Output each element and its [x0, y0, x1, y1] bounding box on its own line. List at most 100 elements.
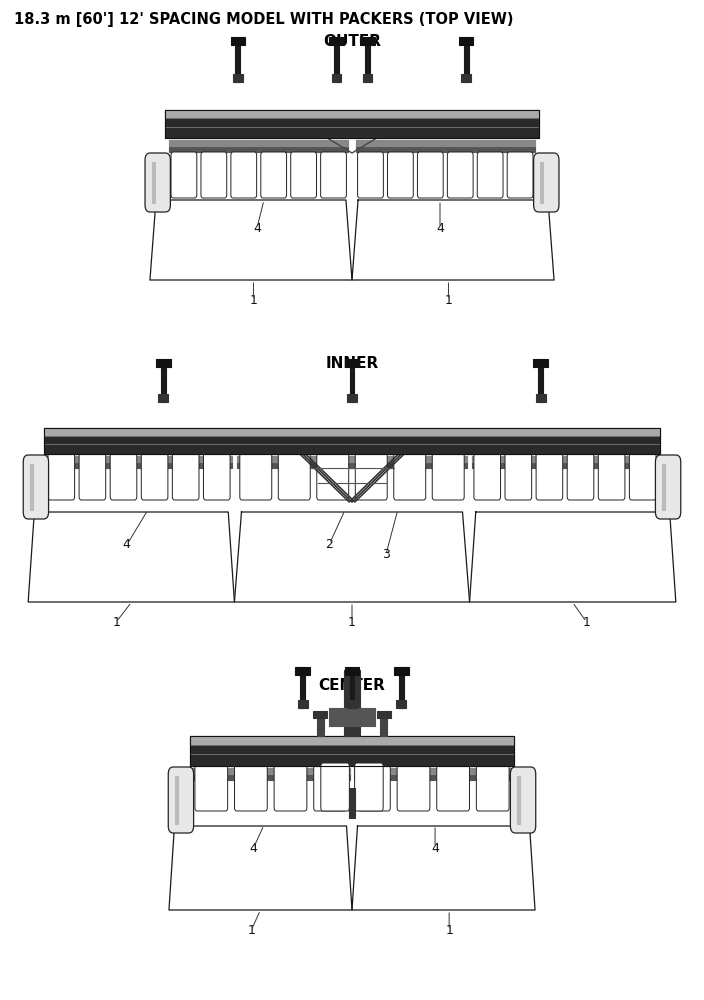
- FancyBboxPatch shape: [387, 152, 413, 198]
- Bar: [540, 162, 543, 203]
- Bar: [396, 700, 406, 708]
- FancyBboxPatch shape: [142, 452, 168, 500]
- Bar: [233, 74, 243, 82]
- Bar: [363, 74, 372, 82]
- Bar: [539, 362, 543, 402]
- Bar: [169, 140, 348, 152]
- FancyBboxPatch shape: [355, 763, 383, 811]
- Bar: [175, 776, 178, 824]
- FancyBboxPatch shape: [111, 452, 137, 500]
- Text: 1: 1: [348, 615, 356, 629]
- FancyBboxPatch shape: [320, 152, 346, 198]
- Bar: [332, 74, 341, 82]
- Bar: [534, 359, 548, 367]
- FancyBboxPatch shape: [536, 452, 562, 500]
- Bar: [354, 768, 512, 780]
- FancyBboxPatch shape: [79, 452, 106, 500]
- Bar: [30, 464, 33, 510]
- Bar: [360, 37, 375, 45]
- Bar: [165, 110, 539, 138]
- Bar: [380, 714, 387, 736]
- FancyBboxPatch shape: [655, 455, 681, 519]
- Bar: [377, 711, 391, 718]
- FancyBboxPatch shape: [231, 152, 257, 198]
- Text: 1: 1: [445, 924, 453, 936]
- Bar: [313, 711, 327, 718]
- Bar: [347, 700, 357, 708]
- FancyBboxPatch shape: [260, 152, 287, 198]
- Text: 1: 1: [582, 615, 591, 629]
- Bar: [169, 140, 348, 146]
- Polygon shape: [352, 200, 554, 280]
- Polygon shape: [470, 512, 676, 602]
- FancyBboxPatch shape: [432, 452, 464, 500]
- Bar: [517, 776, 520, 824]
- Bar: [399, 670, 404, 708]
- FancyBboxPatch shape: [168, 767, 194, 833]
- Polygon shape: [169, 826, 352, 910]
- FancyBboxPatch shape: [234, 763, 268, 811]
- FancyBboxPatch shape: [436, 763, 470, 811]
- Text: 1: 1: [247, 924, 256, 936]
- FancyBboxPatch shape: [510, 767, 536, 833]
- FancyBboxPatch shape: [321, 763, 349, 811]
- FancyBboxPatch shape: [314, 763, 346, 811]
- FancyBboxPatch shape: [474, 452, 501, 500]
- FancyBboxPatch shape: [172, 452, 199, 500]
- FancyBboxPatch shape: [145, 153, 170, 212]
- Bar: [464, 40, 469, 82]
- FancyBboxPatch shape: [507, 152, 533, 198]
- Bar: [536, 394, 546, 402]
- Bar: [345, 359, 359, 367]
- Text: OUTER: OUTER: [323, 34, 381, 49]
- Text: 4: 4: [431, 842, 439, 854]
- Bar: [317, 714, 324, 736]
- Bar: [190, 736, 514, 766]
- Bar: [151, 162, 155, 203]
- Bar: [235, 40, 241, 82]
- FancyBboxPatch shape: [358, 763, 390, 811]
- Text: INNER: INNER: [325, 356, 379, 370]
- FancyBboxPatch shape: [356, 452, 387, 500]
- FancyBboxPatch shape: [567, 452, 593, 500]
- Bar: [329, 708, 375, 726]
- FancyBboxPatch shape: [240, 452, 272, 500]
- Bar: [192, 768, 350, 780]
- Bar: [356, 140, 535, 152]
- Bar: [334, 40, 339, 82]
- Bar: [344, 670, 360, 736]
- Text: 4: 4: [253, 222, 261, 234]
- Bar: [300, 670, 305, 708]
- FancyBboxPatch shape: [274, 763, 307, 811]
- Bar: [459, 37, 473, 45]
- FancyBboxPatch shape: [291, 152, 317, 198]
- FancyBboxPatch shape: [417, 152, 444, 198]
- FancyBboxPatch shape: [317, 452, 348, 500]
- Bar: [365, 40, 370, 82]
- Bar: [165, 110, 539, 138]
- Bar: [158, 394, 168, 402]
- FancyBboxPatch shape: [447, 152, 473, 198]
- Bar: [161, 362, 166, 402]
- FancyBboxPatch shape: [48, 452, 75, 500]
- FancyBboxPatch shape: [23, 455, 49, 519]
- FancyBboxPatch shape: [534, 153, 559, 212]
- Bar: [237, 456, 467, 468]
- FancyBboxPatch shape: [201, 152, 227, 198]
- Bar: [192, 768, 350, 774]
- Bar: [349, 788, 355, 818]
- FancyBboxPatch shape: [358, 152, 384, 198]
- Text: 4: 4: [122, 538, 131, 552]
- FancyBboxPatch shape: [598, 452, 625, 500]
- Bar: [44, 428, 660, 434]
- FancyBboxPatch shape: [195, 763, 227, 811]
- Text: 4: 4: [436, 222, 444, 234]
- FancyBboxPatch shape: [629, 452, 656, 500]
- Text: 1: 1: [112, 615, 120, 629]
- Bar: [329, 37, 344, 45]
- Polygon shape: [28, 512, 234, 602]
- Text: 18.3 m [60'] 12' SPACING MODEL WITH PACKERS (TOP VIEW): 18.3 m [60'] 12' SPACING MODEL WITH PACK…: [14, 12, 514, 27]
- Bar: [472, 456, 658, 462]
- Text: 1: 1: [444, 294, 453, 306]
- Text: 1: 1: [249, 294, 258, 306]
